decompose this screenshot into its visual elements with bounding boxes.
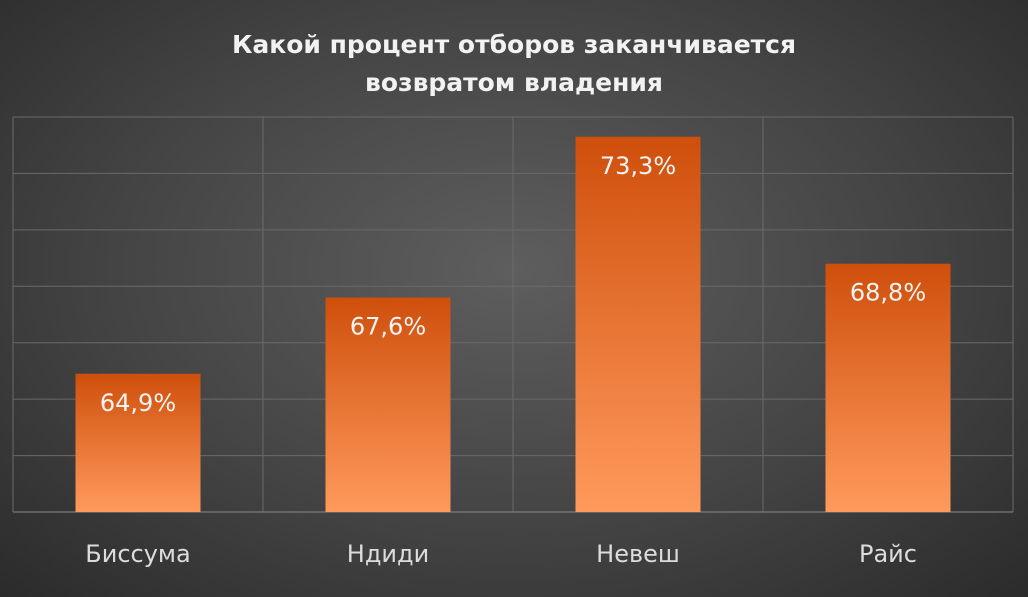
x-tick-label: Райс <box>859 540 917 568</box>
value-label: 67,6% <box>350 313 426 341</box>
x-tick-label: Невеш <box>596 540 680 568</box>
x-tick-label: Ндиди <box>347 540 429 568</box>
chart-title: Какой процент отборов заканчивается возв… <box>231 30 797 97</box>
bar <box>825 263 951 512</box>
value-label: 64,9% <box>100 389 176 417</box>
value-label: 73,3% <box>600 152 676 180</box>
bar <box>75 373 201 512</box>
x-tick-label: Биссума <box>85 540 190 568</box>
bar <box>325 297 451 512</box>
value-label: 68,8% <box>850 279 926 307</box>
bar <box>575 136 701 512</box>
vertical-grid <box>12 117 1014 512</box>
